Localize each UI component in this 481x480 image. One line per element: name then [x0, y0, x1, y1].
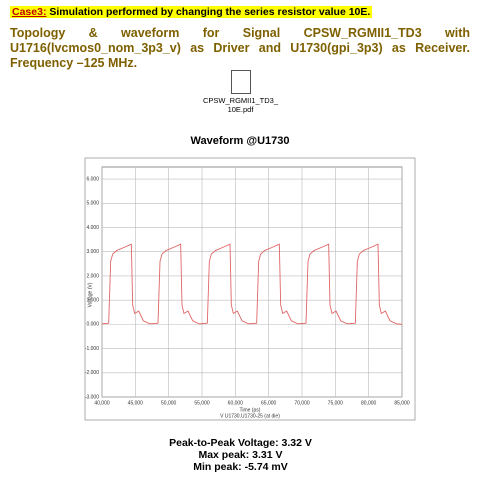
x-tick-label: 40,000	[94, 400, 110, 406]
x-tick-label: 80,000	[361, 400, 377, 406]
y-tick-label: -1.000	[85, 346, 99, 352]
summary: Peak-to-Peak Voltage: 3.32 V Max peak: 3…	[0, 437, 481, 473]
y-tick-label: 0.000	[86, 322, 99, 328]
file-icon[interactable]: CPSW_RGMII1_TD3_ 10E.pdf	[203, 70, 278, 114]
y-tick-label: -3.000	[85, 394, 99, 400]
plot-area	[101, 166, 403, 398]
x-tick-label: 70,000	[294, 400, 310, 406]
file-name: CPSW_RGMII1_TD3_	[203, 96, 279, 105]
chart: Waveform @U1730 Voltage (V) Time (ps) V …	[84, 135, 416, 421]
x-tick-label: 45,000	[128, 400, 144, 406]
y-tick-label: 1.000	[86, 297, 99, 303]
y-tick-label: 3.000	[86, 249, 99, 255]
file-name: 10E.pdf	[227, 105, 254, 114]
y-tick-label: 2.000	[86, 273, 99, 279]
chart-title: Waveform @U1730	[191, 135, 290, 147]
case-text: Simulation performed by changing the ser…	[46, 6, 371, 18]
x-tick-label: 60,000	[228, 400, 244, 406]
summary-line: Max peak: 3.31 V	[198, 449, 283, 461]
legend-entry: V U1730.U1730-25 (at die)	[220, 413, 280, 419]
y-axis-label: Voltage (V)	[87, 282, 93, 307]
data-line	[101, 243, 403, 325]
y-tick-label: 6.000	[86, 176, 99, 182]
file-glyph	[230, 70, 251, 94]
x-tick-label: 75,000	[328, 400, 344, 406]
summary-line: Min peak: -5.74 mV	[193, 461, 288, 473]
summary-line: Peak-to-Peak Voltage: 3.32 V	[169, 437, 312, 449]
y-tick-label: 4.000	[86, 225, 99, 231]
description: Topology & waveform for Signal CPSW_RGMI…	[10, 26, 470, 70]
case-header: Case3: Simulation performed by changing …	[10, 6, 373, 18]
x-tick-label: 55,000	[194, 400, 210, 406]
x-axis-label: Time (ps)	[240, 407, 261, 413]
x-tick-label: 50,000	[161, 400, 177, 406]
case-label: Case3:	[12, 6, 47, 18]
y-tick-label: 5.000	[86, 201, 99, 207]
x-tick-label: 65,000	[261, 400, 277, 406]
y-tick-label: -2.000	[85, 370, 99, 376]
x-tick-label: 85,000	[394, 400, 410, 406]
